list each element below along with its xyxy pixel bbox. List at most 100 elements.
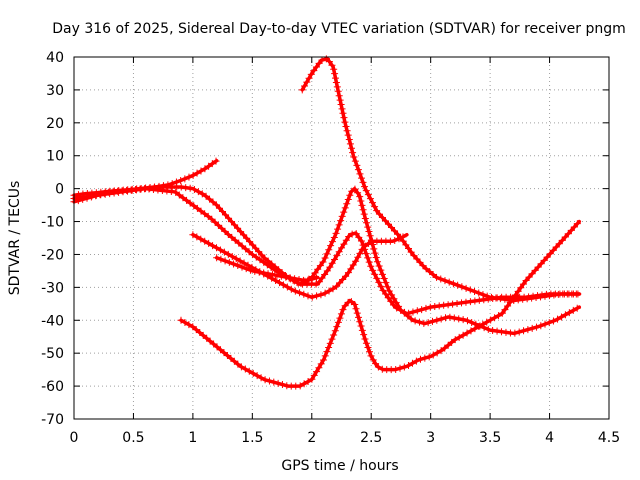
data-point-marker	[267, 263, 275, 271]
data-point-marker	[561, 233, 569, 241]
data-point-marker	[358, 326, 366, 334]
data-point-marker	[357, 197, 365, 205]
data-point-marker	[377, 266, 385, 274]
data-point-marker	[323, 250, 331, 258]
data-point-marker	[407, 248, 415, 256]
data-point-marker	[463, 329, 471, 337]
data-point-marker	[351, 300, 359, 308]
data-point-marker	[362, 250, 370, 258]
data-point-marker	[361, 335, 369, 343]
data-point-marker	[375, 278, 383, 286]
data-point-marker	[105, 188, 113, 196]
data-point-marker	[240, 259, 248, 267]
x-tick-label: 0.5	[122, 430, 144, 446]
data-point-marker	[236, 257, 244, 265]
data-point-marker	[373, 207, 381, 215]
data-point-marker	[364, 191, 372, 199]
data-point-marker	[338, 105, 346, 113]
data-point-marker	[199, 331, 207, 339]
data-point-marker	[209, 242, 217, 250]
data-point-marker	[325, 343, 333, 351]
data-point-marker	[330, 233, 338, 241]
data-point-marker	[340, 208, 348, 216]
series-arc-6	[213, 254, 321, 284]
y-tick-label: -30	[41, 280, 64, 296]
data-point-marker	[177, 177, 185, 185]
data-point-marker	[561, 311, 569, 319]
data-point-marker	[260, 258, 268, 266]
data-point-marker	[378, 214, 386, 222]
data-point-marker	[323, 348, 331, 356]
data-point-marker	[351, 185, 359, 193]
data-point-marker	[241, 365, 249, 373]
data-point-marker	[341, 302, 349, 310]
data-point-marker	[362, 339, 370, 347]
x-tick-label: 2.5	[360, 430, 382, 446]
data-point-marker	[419, 262, 427, 270]
data-point-marker	[466, 286, 474, 294]
data-point-marker	[471, 325, 479, 333]
data-point-marker	[283, 283, 291, 291]
data-point-marker	[181, 175, 189, 183]
data-point-marker	[358, 245, 366, 253]
data-point-marker	[354, 166, 362, 174]
data-point-marker	[426, 303, 434, 311]
data-point-marker	[549, 246, 557, 254]
data-point-marker	[565, 309, 573, 317]
data-point-marker	[531, 266, 539, 274]
data-point-marker	[310, 371, 318, 379]
data-point-marker	[399, 233, 407, 241]
data-point-marker	[386, 237, 394, 245]
data-point-marker	[369, 199, 377, 207]
data-point-marker	[258, 251, 266, 259]
data-point-marker	[360, 210, 368, 218]
data-point-marker	[334, 318, 342, 326]
x-tick-label: 1.5	[241, 430, 263, 446]
data-point-marker	[528, 270, 536, 278]
data-point-marker	[279, 281, 287, 289]
x-tick-label: 4	[545, 430, 554, 446]
data-point-marker	[332, 78, 340, 86]
data-point-marker	[514, 287, 522, 295]
data-point-marker	[339, 306, 347, 314]
data-point-marker	[183, 196, 191, 204]
data-point-marker	[333, 282, 341, 290]
data-point-marker	[467, 327, 475, 335]
data-point-marker	[495, 312, 503, 320]
y-tick-label: -10	[41, 215, 64, 231]
data-point-marker	[437, 347, 445, 355]
data-point-marker	[458, 283, 466, 291]
data-point-marker	[212, 157, 220, 165]
data-point-marker	[441, 277, 449, 285]
data-point-marker	[349, 261, 357, 269]
data-point-marker	[528, 324, 536, 332]
data-point-marker	[372, 253, 380, 261]
data-point-marker	[308, 375, 316, 383]
data-point-marker	[525, 293, 533, 301]
data-point-marker	[260, 269, 268, 277]
data-point-marker	[484, 295, 492, 303]
x-tick-label: 1	[188, 430, 197, 446]
data-point-marker	[440, 301, 448, 309]
data-point-marker	[208, 160, 216, 168]
data-point-marker	[218, 208, 226, 216]
data-point-marker	[471, 287, 479, 295]
data-point-marker	[305, 74, 313, 82]
data-point-marker	[225, 214, 233, 222]
data-point-marker	[228, 233, 236, 241]
data-point-marker	[411, 317, 419, 325]
data-point-marker	[361, 242, 369, 250]
data-point-marker	[484, 325, 492, 333]
data-point-marker	[416, 258, 424, 266]
data-point-marker	[334, 87, 342, 95]
data-point-marker	[277, 272, 285, 280]
data-point-marker	[388, 291, 396, 299]
data-point-marker	[359, 178, 367, 186]
data-point-marker	[389, 301, 397, 309]
data-point-marker	[431, 303, 439, 311]
data-point-marker	[201, 237, 209, 245]
data-point-marker	[463, 317, 471, 325]
data-point-marker	[348, 144, 355, 152]
data-point-marker	[243, 234, 251, 242]
data-point-marker	[534, 263, 542, 271]
